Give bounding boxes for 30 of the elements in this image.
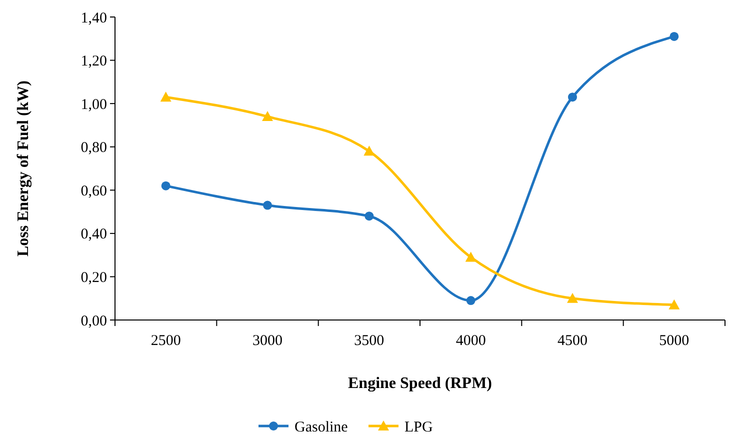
legend-label: Gasoline [294, 419, 348, 436]
x-tick-label: 2500 [150, 333, 181, 349]
y-tick-label: 1,20 [80, 54, 107, 70]
point [670, 32, 679, 41]
point [263, 200, 272, 210]
y-tick-label: 0,60 [80, 183, 107, 200]
x-tick-label: 4000 [456, 333, 486, 349]
point [466, 296, 476, 306]
y-tick-label: 0,40 [80, 226, 107, 243]
point [262, 111, 273, 122]
x-tick-label: 3500 [354, 333, 384, 349]
y-tick-label: 0,80 [80, 140, 107, 156]
point [364, 146, 375, 156]
point [465, 252, 476, 262]
y-tick-label: 1,40 [80, 10, 107, 26]
y-tick-label: 0,20 [80, 270, 107, 286]
legend-label: LPG [404, 419, 434, 436]
x-axis-title: Engine Speed (RPM) [348, 375, 492, 392]
y-tick-label: 1,00 [80, 96, 107, 113]
point [161, 181, 170, 190]
y-tick-label: 0,00 [80, 313, 107, 330]
point [668, 299, 680, 310]
x-tick-label: 4500 [558, 333, 588, 349]
y-axis-title: Loss Energy of Fuel (kW) [15, 80, 32, 256]
point [568, 92, 577, 102]
point [567, 292, 578, 303]
x-tick-label: 3000 [252, 333, 282, 349]
point [160, 92, 172, 102]
x-tick-label: 5000 [659, 333, 690, 349]
point [364, 212, 374, 221]
